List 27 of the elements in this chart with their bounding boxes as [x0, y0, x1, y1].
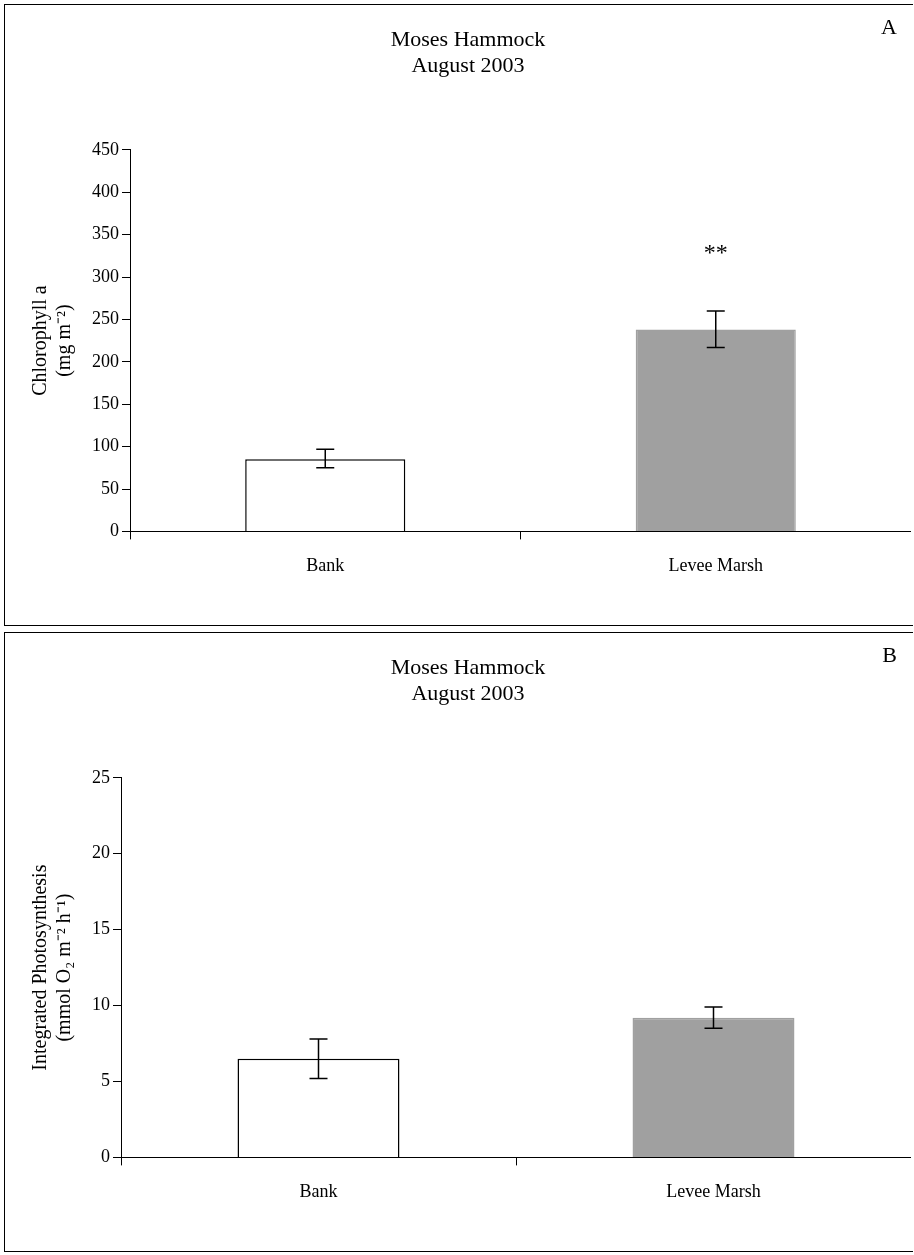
text: B: [882, 641, 897, 667]
y-tick-label: 0: [101, 1146, 110, 1167]
chart-title: Moses Hammock August 2003: [390, 653, 546, 706]
y-tick-label: 150: [92, 392, 119, 413]
y-axis-title: Chlorophyll a (mg m⁻²): [28, 285, 76, 396]
y-tick-label: 5: [101, 1070, 110, 1091]
chart-title: Moses Hammock August 2003: [390, 25, 546, 78]
y-tick-label: 25: [92, 766, 110, 787]
y-tick-label: 15: [92, 918, 110, 939]
y-tick-label: 450: [92, 138, 119, 159]
y-tick-label: 50: [101, 477, 119, 498]
y-tick-label: 20: [92, 842, 110, 863]
y-tick-label: 200: [92, 350, 119, 371]
annotation: **: [703, 239, 728, 266]
y-tick-label: 100: [92, 435, 119, 456]
y-tick-label: 400: [92, 180, 119, 201]
y-tick-label: 300: [92, 265, 119, 286]
x-tick-label: Levee Marsh: [666, 1180, 761, 1201]
y-tick-label: 0: [110, 520, 119, 541]
text: A: [881, 13, 898, 39]
x-tick-label: Levee Marsh: [668, 554, 763, 575]
y-tick-label: 250: [92, 308, 119, 329]
y-axis-title: Integrated Photosynthesis (mmol O₂ m⁻² h⁻¹): [28, 864, 76, 1071]
x-tick-label: Bank: [306, 554, 345, 575]
x-tick-label: Bank: [299, 1180, 338, 1201]
y-tick-label: 10: [92, 994, 110, 1015]
y-tick-label: 350: [92, 223, 119, 244]
